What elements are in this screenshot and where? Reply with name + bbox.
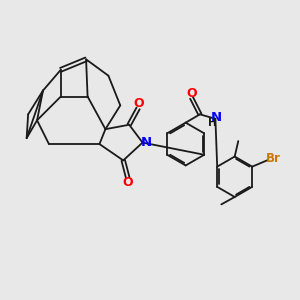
Text: O: O — [122, 176, 133, 189]
Text: Br: Br — [266, 152, 280, 165]
Text: O: O — [133, 97, 144, 110]
Text: H: H — [208, 118, 217, 128]
Text: N: N — [141, 136, 152, 149]
Text: N: N — [211, 110, 222, 124]
Text: O: O — [186, 87, 197, 100]
